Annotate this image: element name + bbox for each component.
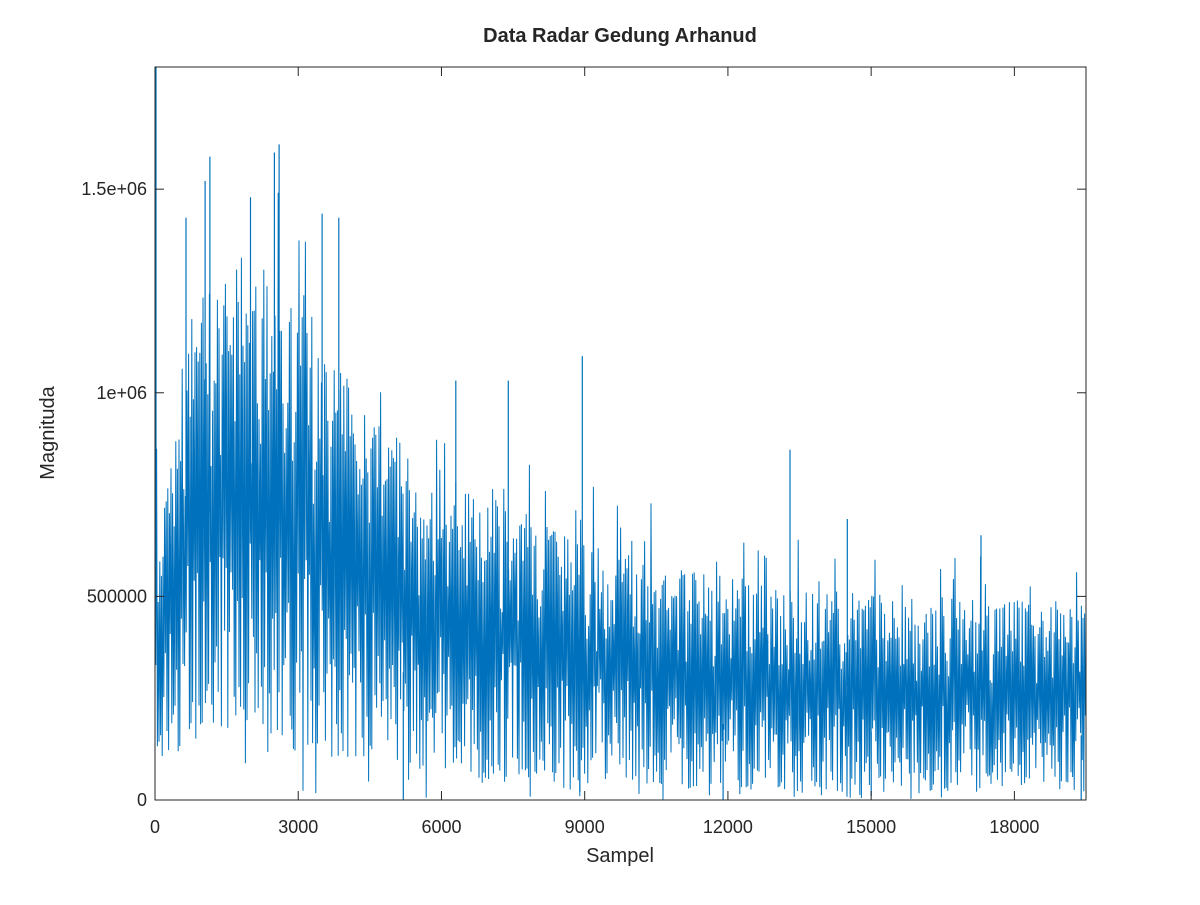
x-tick-label: 9000	[565, 817, 605, 837]
x-axis-label: Sampel	[586, 845, 654, 867]
chart-title: Data Radar Gedung Arhanud	[483, 25, 757, 47]
x-tick-label: 15000	[846, 817, 896, 837]
x-axis: 0 3000 6000 9000 12000 15000 18000	[150, 67, 1039, 837]
y-axis: 0 500000 1e+06 1.5e+06	[81, 179, 1086, 810]
y-axis-label: Magnituda	[37, 385, 59, 479]
x-tick-label: 18000	[989, 817, 1039, 837]
x-tick-label: 12000	[703, 817, 753, 837]
y-tick-label: 1.5e+06	[81, 179, 147, 199]
x-tick-label: 6000	[421, 817, 461, 837]
y-tick-label: 500000	[87, 586, 147, 606]
x-tick-label: 3000	[278, 817, 318, 837]
y-tick-label: 1e+06	[96, 383, 147, 403]
axes-box	[154, 66, 1087, 801]
series-line	[154, 77, 1086, 800]
y-tick-label: 0	[137, 790, 147, 810]
x-tick-label: 0	[150, 817, 160, 837]
series-layer	[154, 67, 1086, 800]
